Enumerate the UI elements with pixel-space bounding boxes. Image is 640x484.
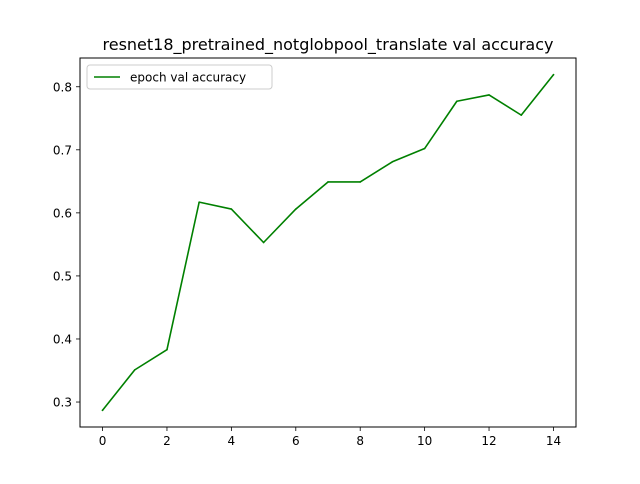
y-tick-label: 0.3 (53, 396, 72, 410)
chart-title: resnet18_pretrained_notglobpool_translat… (103, 35, 554, 55)
legend-label: epoch val accuracy (130, 71, 246, 85)
x-tick-label: 4 (228, 434, 236, 448)
x-tick-label: 8 (356, 434, 364, 448)
legend-box (86, 64, 273, 90)
data-point (520, 114, 523, 116)
data-point (552, 73, 555, 76)
data-point (230, 208, 233, 210)
data-point (198, 201, 200, 203)
x-tick-label: 12 (481, 434, 496, 448)
x-tick-label: 10 (417, 434, 432, 448)
axes-frame (79, 57, 577, 428)
x-tick-label: 0 (99, 434, 107, 448)
data-point (456, 100, 458, 103)
data-point (423, 147, 426, 150)
data-point (262, 241, 265, 244)
axes: 0 2 4 6 8 10 12 14 0.3 0.4 0.5 0.6 0.7 0.8 (53, 57, 577, 448)
data-point (101, 409, 104, 412)
x-tick-label: 14 (546, 434, 561, 448)
legend: epoch val accuracy (86, 64, 273, 90)
y-tick-label: 0.8 (53, 80, 72, 94)
data-point (327, 181, 329, 183)
x-tick-label: 2 (163, 434, 171, 448)
data-point (294, 208, 297, 210)
y-tick-label: 0.4 (53, 332, 72, 346)
y-tick-label: 0.5 (53, 269, 72, 283)
data-point (488, 94, 490, 96)
y-tick-label: 0.6 (53, 206, 72, 220)
data-point (359, 181, 362, 183)
data-point (391, 160, 394, 163)
data-point (133, 369, 136, 371)
y-tick-label: 0.7 (53, 143, 72, 157)
data-point (166, 348, 168, 351)
plot-area (101, 73, 555, 412)
x-tick-label: 6 (292, 434, 300, 448)
